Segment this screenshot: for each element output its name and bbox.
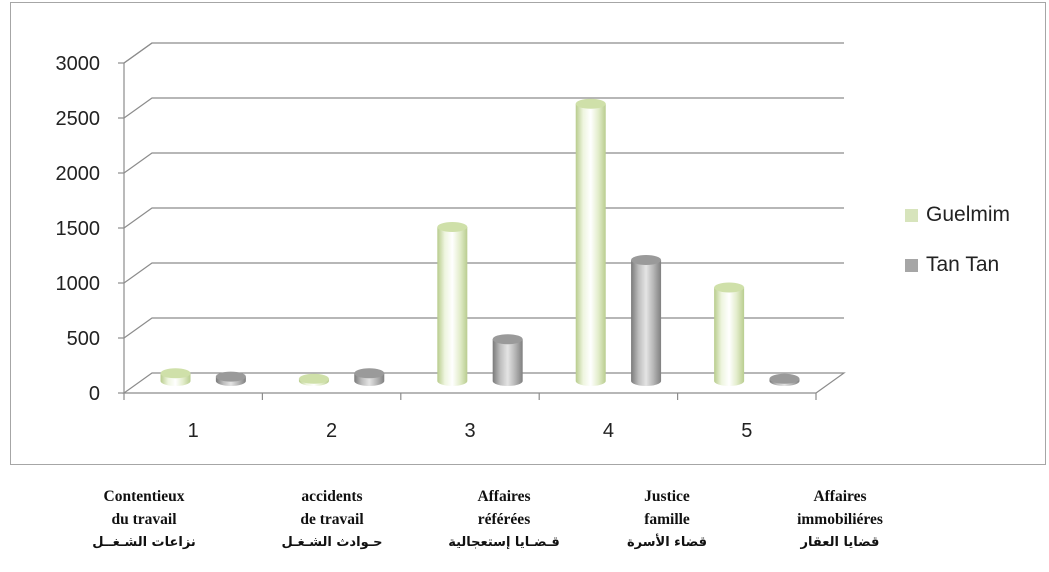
caption-2: accidents de travail حـوادث الشـغـل <box>242 485 422 554</box>
legend-label-guelmim: Guelmim <box>926 203 1011 226</box>
chart-legend: Guelmim Tan Tan <box>905 200 1010 300</box>
bar-body <box>575 103 606 387</box>
legend-swatch-guelmim <box>905 208 918 222</box>
caption-1: Contentieux du travail نزاعات الشـغــل <box>54 485 234 554</box>
caption-4: Justice famille قضاء الأسرة <box>577 485 757 554</box>
bar-body <box>714 287 745 387</box>
caption-2-arabic: حـوادث الشـغـل <box>281 535 383 550</box>
bar-top <box>769 373 800 384</box>
y-tick-label: 2500 <box>56 108 101 130</box>
bar-guelmim-3 <box>437 222 468 387</box>
bar-guelmim-4 <box>575 98 606 387</box>
caption-3-line2: référées <box>477 511 531 528</box>
y-tick-label: 2000 <box>56 163 101 185</box>
gridline <box>123 207 844 229</box>
bar-top <box>215 371 246 382</box>
caption-1-line1: Contentieux <box>103 488 185 505</box>
bar-tan-tan-3 <box>492 334 523 387</box>
bar-top <box>631 255 662 265</box>
caption-1-arabic: نزاعات الشـغــل <box>92 535 196 550</box>
bar-tan-tan-1 <box>215 371 246 387</box>
bar-body <box>631 260 662 387</box>
bar-top <box>354 368 385 379</box>
chart-plot: 0 500 1000 1500 2000 2500 3000 1 2 3 4 5 <box>56 42 846 442</box>
bar-body <box>492 339 523 387</box>
bar-tan-tan-2 <box>354 368 385 387</box>
x-tick-label: 2 <box>326 420 337 442</box>
legend-item-guelmim: Guelmim <box>905 200 1010 230</box>
bar-body <box>437 227 468 387</box>
caption-2-line1: accidents <box>301 488 363 505</box>
y-tick-label: 1500 <box>56 218 101 240</box>
bar-guelmim-2 <box>298 373 329 387</box>
caption-5-line1: Affaires <box>813 488 867 505</box>
caption-3-arabic: قـضـايا إستعجالية <box>448 535 560 550</box>
caption-3: Affaires référées قـضـايا إستعجالية <box>414 485 594 554</box>
caption-5: Affaires immobiliéres قضايا العقار <box>750 485 930 554</box>
legend-item-tantan: Tan Tan <box>905 250 1010 280</box>
gridline <box>123 152 844 174</box>
legend-label-tantan: Tan Tan <box>926 253 1000 276</box>
bar-top <box>298 373 329 384</box>
category-captions: Contentieux du travail نزاعات الشـغــل a… <box>0 485 1049 572</box>
bar-top <box>575 98 606 109</box>
bar-top <box>160 368 191 379</box>
gridline <box>123 262 844 284</box>
bar-guelmim-5 <box>714 282 745 387</box>
y-tick-label: 3000 <box>56 53 101 75</box>
x-tick-label: 5 <box>741 420 752 442</box>
bar-top <box>437 222 468 232</box>
x-tick-label: 4 <box>603 420 614 442</box>
bar-tan-tan-4 <box>631 255 662 387</box>
caption-5-arabic: قضايا العقار <box>800 535 880 550</box>
y-tick-label: 500 <box>67 328 100 350</box>
caption-1-line2: du travail <box>111 511 177 528</box>
legend-swatch-tantan <box>905 258 918 272</box>
caption-5-line2: immobiliéres <box>797 511 883 528</box>
caption-2-line2: de travail <box>300 511 364 528</box>
caption-4-line2: famille <box>644 511 690 528</box>
bar-top <box>714 282 745 293</box>
caption-4-line1: Justice <box>644 488 690 505</box>
x-tick-label: 3 <box>464 420 475 442</box>
y-tick-label: 1000 <box>56 273 101 295</box>
gridline <box>123 317 844 339</box>
y-tick-label: 0 <box>89 383 100 405</box>
bar-tan-tan-5 <box>769 373 800 387</box>
bar-top <box>492 334 523 345</box>
bar-guelmim-1 <box>160 368 191 387</box>
caption-3-line1: Affaires <box>477 488 531 505</box>
gridline <box>123 97 844 119</box>
x-tick-label: 1 <box>188 420 199 442</box>
caption-4-arabic: قضاء الأسرة <box>626 535 708 550</box>
gridline <box>123 42 844 64</box>
